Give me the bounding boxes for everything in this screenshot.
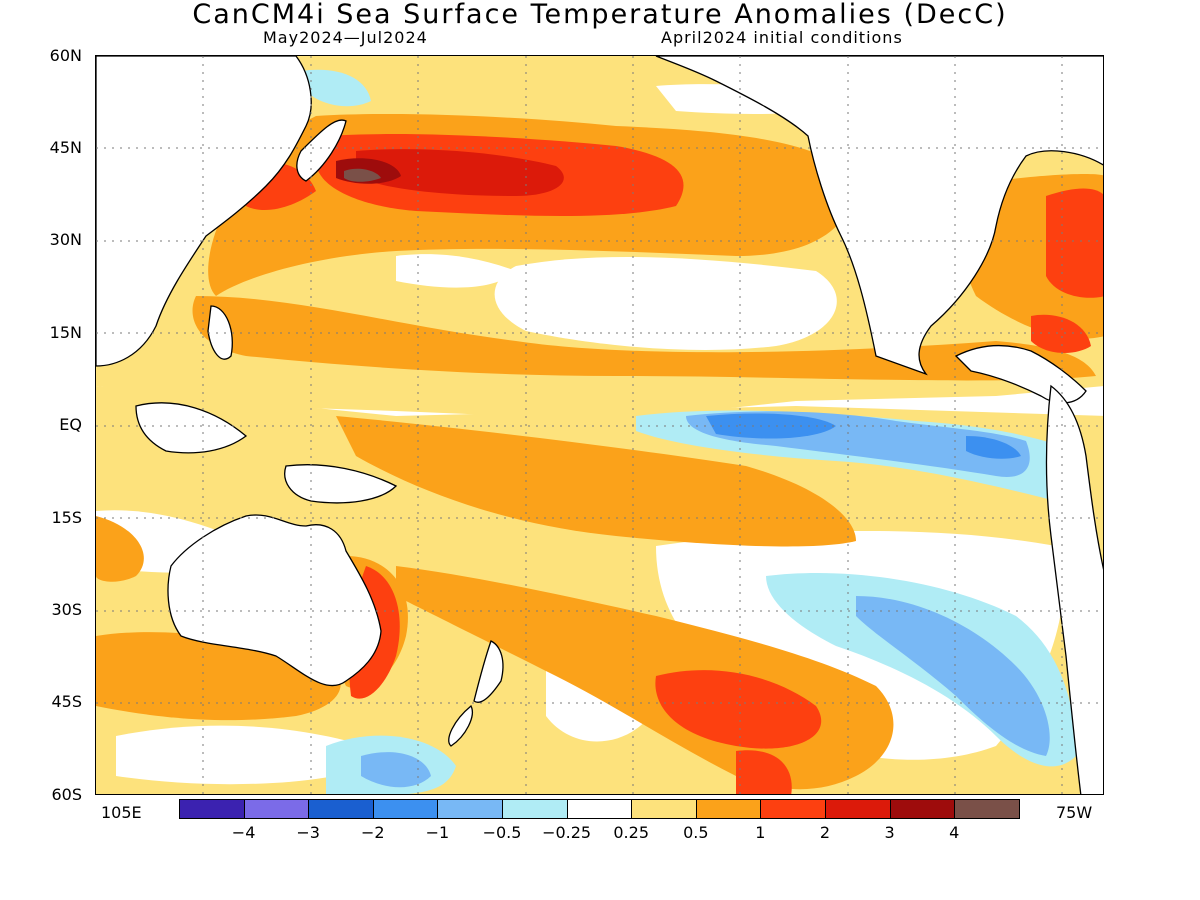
anomaly-band-2 [356, 149, 564, 196]
legend-label: −3 [296, 823, 320, 842]
map-title: CanCM4i Sea Surface Temperature Anomalie… [192, 0, 1008, 30]
lat-label-15n: 15N [49, 323, 82, 342]
legend-swatch [502, 799, 568, 819]
lon-label-right: 75W [1056, 803, 1093, 822]
legend-swatch [631, 799, 697, 819]
legend-label: −1 [425, 823, 450, 842]
lat-label-30s: 30S [51, 600, 82, 619]
legend-label: 0.25 [613, 823, 649, 842]
legend-swatch [308, 799, 374, 819]
lat-label-45s: 45S [51, 692, 82, 711]
legend-swatch [437, 799, 503, 819]
lat-label-eq: EQ [59, 415, 82, 434]
legend-swatch [243, 799, 310, 819]
color-legend [179, 799, 1020, 821]
legend-label: 1 [755, 823, 766, 842]
initial-conditions: April2024 initial conditions [661, 28, 903, 47]
legend-label: 4 [949, 823, 960, 842]
forecast-period: May2024—Jul2024 [263, 28, 428, 47]
lat-label-60n: 60N [49, 46, 82, 65]
legend-swatch [695, 799, 762, 819]
lat-label-45n: 45N [49, 138, 82, 157]
legend-label: −0.5 [482, 823, 522, 842]
sst-anomaly-map [95, 55, 1104, 795]
legend-swatch [566, 799, 633, 819]
legend-swatch [954, 799, 1020, 819]
legend-swatch [179, 799, 245, 819]
legend-swatch [825, 799, 891, 819]
legend-swatch [372, 799, 439, 819]
legend-label: 0.5 [683, 823, 709, 842]
legend-label: −2 [361, 823, 385, 842]
anomaly-band-neg-1 [706, 413, 1021, 459]
landmasses [96, 56, 1103, 794]
lat-label-30n: 30N [49, 230, 82, 249]
legend-swatch [760, 799, 826, 819]
legend-swatch [889, 799, 956, 819]
legend-label: −0.25 [542, 823, 592, 842]
lon-label-left: 105E [101, 803, 142, 822]
lat-label-15s: 15S [51, 508, 82, 527]
legend-label: 3 [884, 823, 895, 842]
graticule [96, 56, 1103, 794]
legend-label: −4 [231, 823, 256, 842]
lat-label-60s: 60S [51, 785, 82, 804]
anomaly-band-4 [344, 168, 381, 182]
legend-label: 2 [819, 823, 831, 842]
